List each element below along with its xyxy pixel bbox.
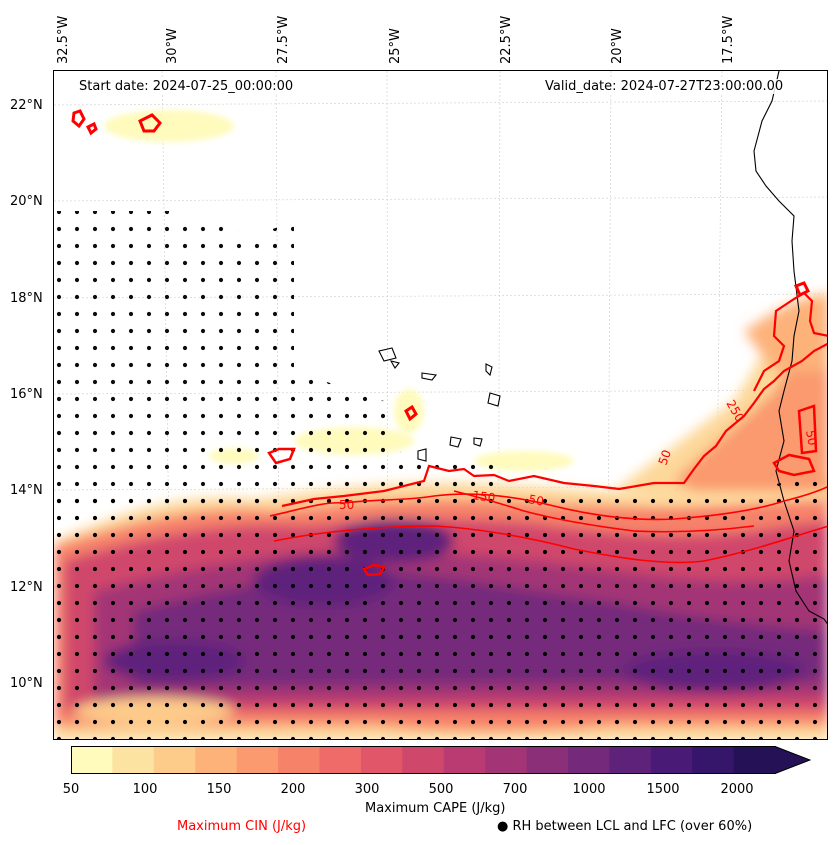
cin-contours [71, 109, 827, 577]
lon-label-27-5w: 27.5°W [276, 15, 291, 64]
colorbar-swatches [71, 746, 812, 774]
colorbar-tick-300: 300 [354, 782, 380, 797]
lon-label-25w: 25°W [388, 28, 403, 64]
rh-marker-icon: ● [497, 819, 509, 834]
colorbar-tick-50: 50 [62, 782, 80, 797]
colorbar-swatch [526, 746, 569, 774]
contour-label-50-a: 50 [527, 492, 544, 508]
colorbar-tick-100: 100 [132, 782, 158, 797]
cin-legend-label: Maximum CIN (J/kg) [177, 819, 307, 834]
colorbar-outline [71, 746, 812, 774]
lat-label-18n: 18°N [10, 291, 43, 306]
colorbar-swatch [443, 746, 486, 774]
lon-label-30w: 30°W [165, 28, 180, 64]
colorbar-swatch [733, 746, 776, 774]
rh-legend-label: RH between LCL and LFC (over 60%) [512, 819, 753, 834]
lon-label-22-5w: 22.5°W [499, 15, 514, 64]
colorbar-tick-200: 200 [280, 782, 306, 797]
cape-field-coast [614, 291, 827, 501]
contour-label-50-d: 50 [803, 429, 819, 446]
lat-label-10n: 10°N [10, 676, 43, 691]
colorbar-tick-700: 700 [502, 782, 528, 797]
colorbar-swatch [567, 746, 610, 774]
lat-label-22n: 22°N [10, 98, 43, 113]
colorbar-tick-1500: 1500 [646, 782, 680, 797]
colorbar-swatch [236, 746, 279, 774]
rh-legend: ● RH between LCL and LFC (over 60%) [497, 819, 752, 834]
lat-label-16n: 16°N [10, 387, 43, 402]
colorbar-swatch [609, 746, 652, 774]
map-canvas: 150 50 50 250 50 50 [54, 71, 827, 739]
lat-label-14n: 14°N [10, 483, 43, 498]
colorbar-swatch [402, 746, 445, 774]
coastline [378, 71, 827, 625]
lon-label-32-5w: 32.5°W [56, 15, 71, 64]
colorbar-swatch [692, 746, 735, 774]
colorbar-tick-500: 500 [428, 782, 454, 797]
colorbar-swatch [71, 746, 113, 774]
map-panel[interactable]: 150 50 50 250 50 50 Start date: 2024-07-… [53, 70, 828, 740]
colorbar-swatch [485, 746, 528, 774]
colorbar-swatch [195, 746, 238, 774]
rh-stipple [54, 211, 827, 739]
colorbar-swatch [153, 746, 196, 774]
lon-label-17-5w: 17.5°W [721, 15, 736, 64]
colorbar-swatch [112, 746, 155, 774]
valid-date-label: Valid_date: 2024-07-27T23:00:00.00 [545, 79, 784, 94]
colorbar-swatch [319, 746, 362, 774]
colorbar [71, 746, 812, 774]
contour-label-150: 150 [472, 488, 497, 505]
colorbar-tick-1000: 1000 [572, 782, 606, 797]
colorbar-extend-arrow [775, 746, 810, 774]
start-date-label: Start date: 2024-07-25_00:00:00 [79, 79, 294, 94]
contour-label-50-b: 50 [339, 498, 354, 512]
lat-label-12n: 12°N [10, 580, 43, 595]
contour-label-50-c: 50 [656, 448, 674, 467]
colorbar-swatch [278, 746, 320, 774]
lon-label-20w: 20°W [610, 28, 625, 64]
colorbar-tick-150: 150 [206, 782, 232, 797]
colorbar-swatch [650, 746, 693, 774]
lat-label-20n: 20°N [10, 194, 43, 209]
colorbar-tick-2000: 2000 [720, 782, 754, 797]
colorbar-label: Maximum CAPE (J/kg) [365, 801, 506, 816]
colorbar-swatch [360, 746, 403, 774]
